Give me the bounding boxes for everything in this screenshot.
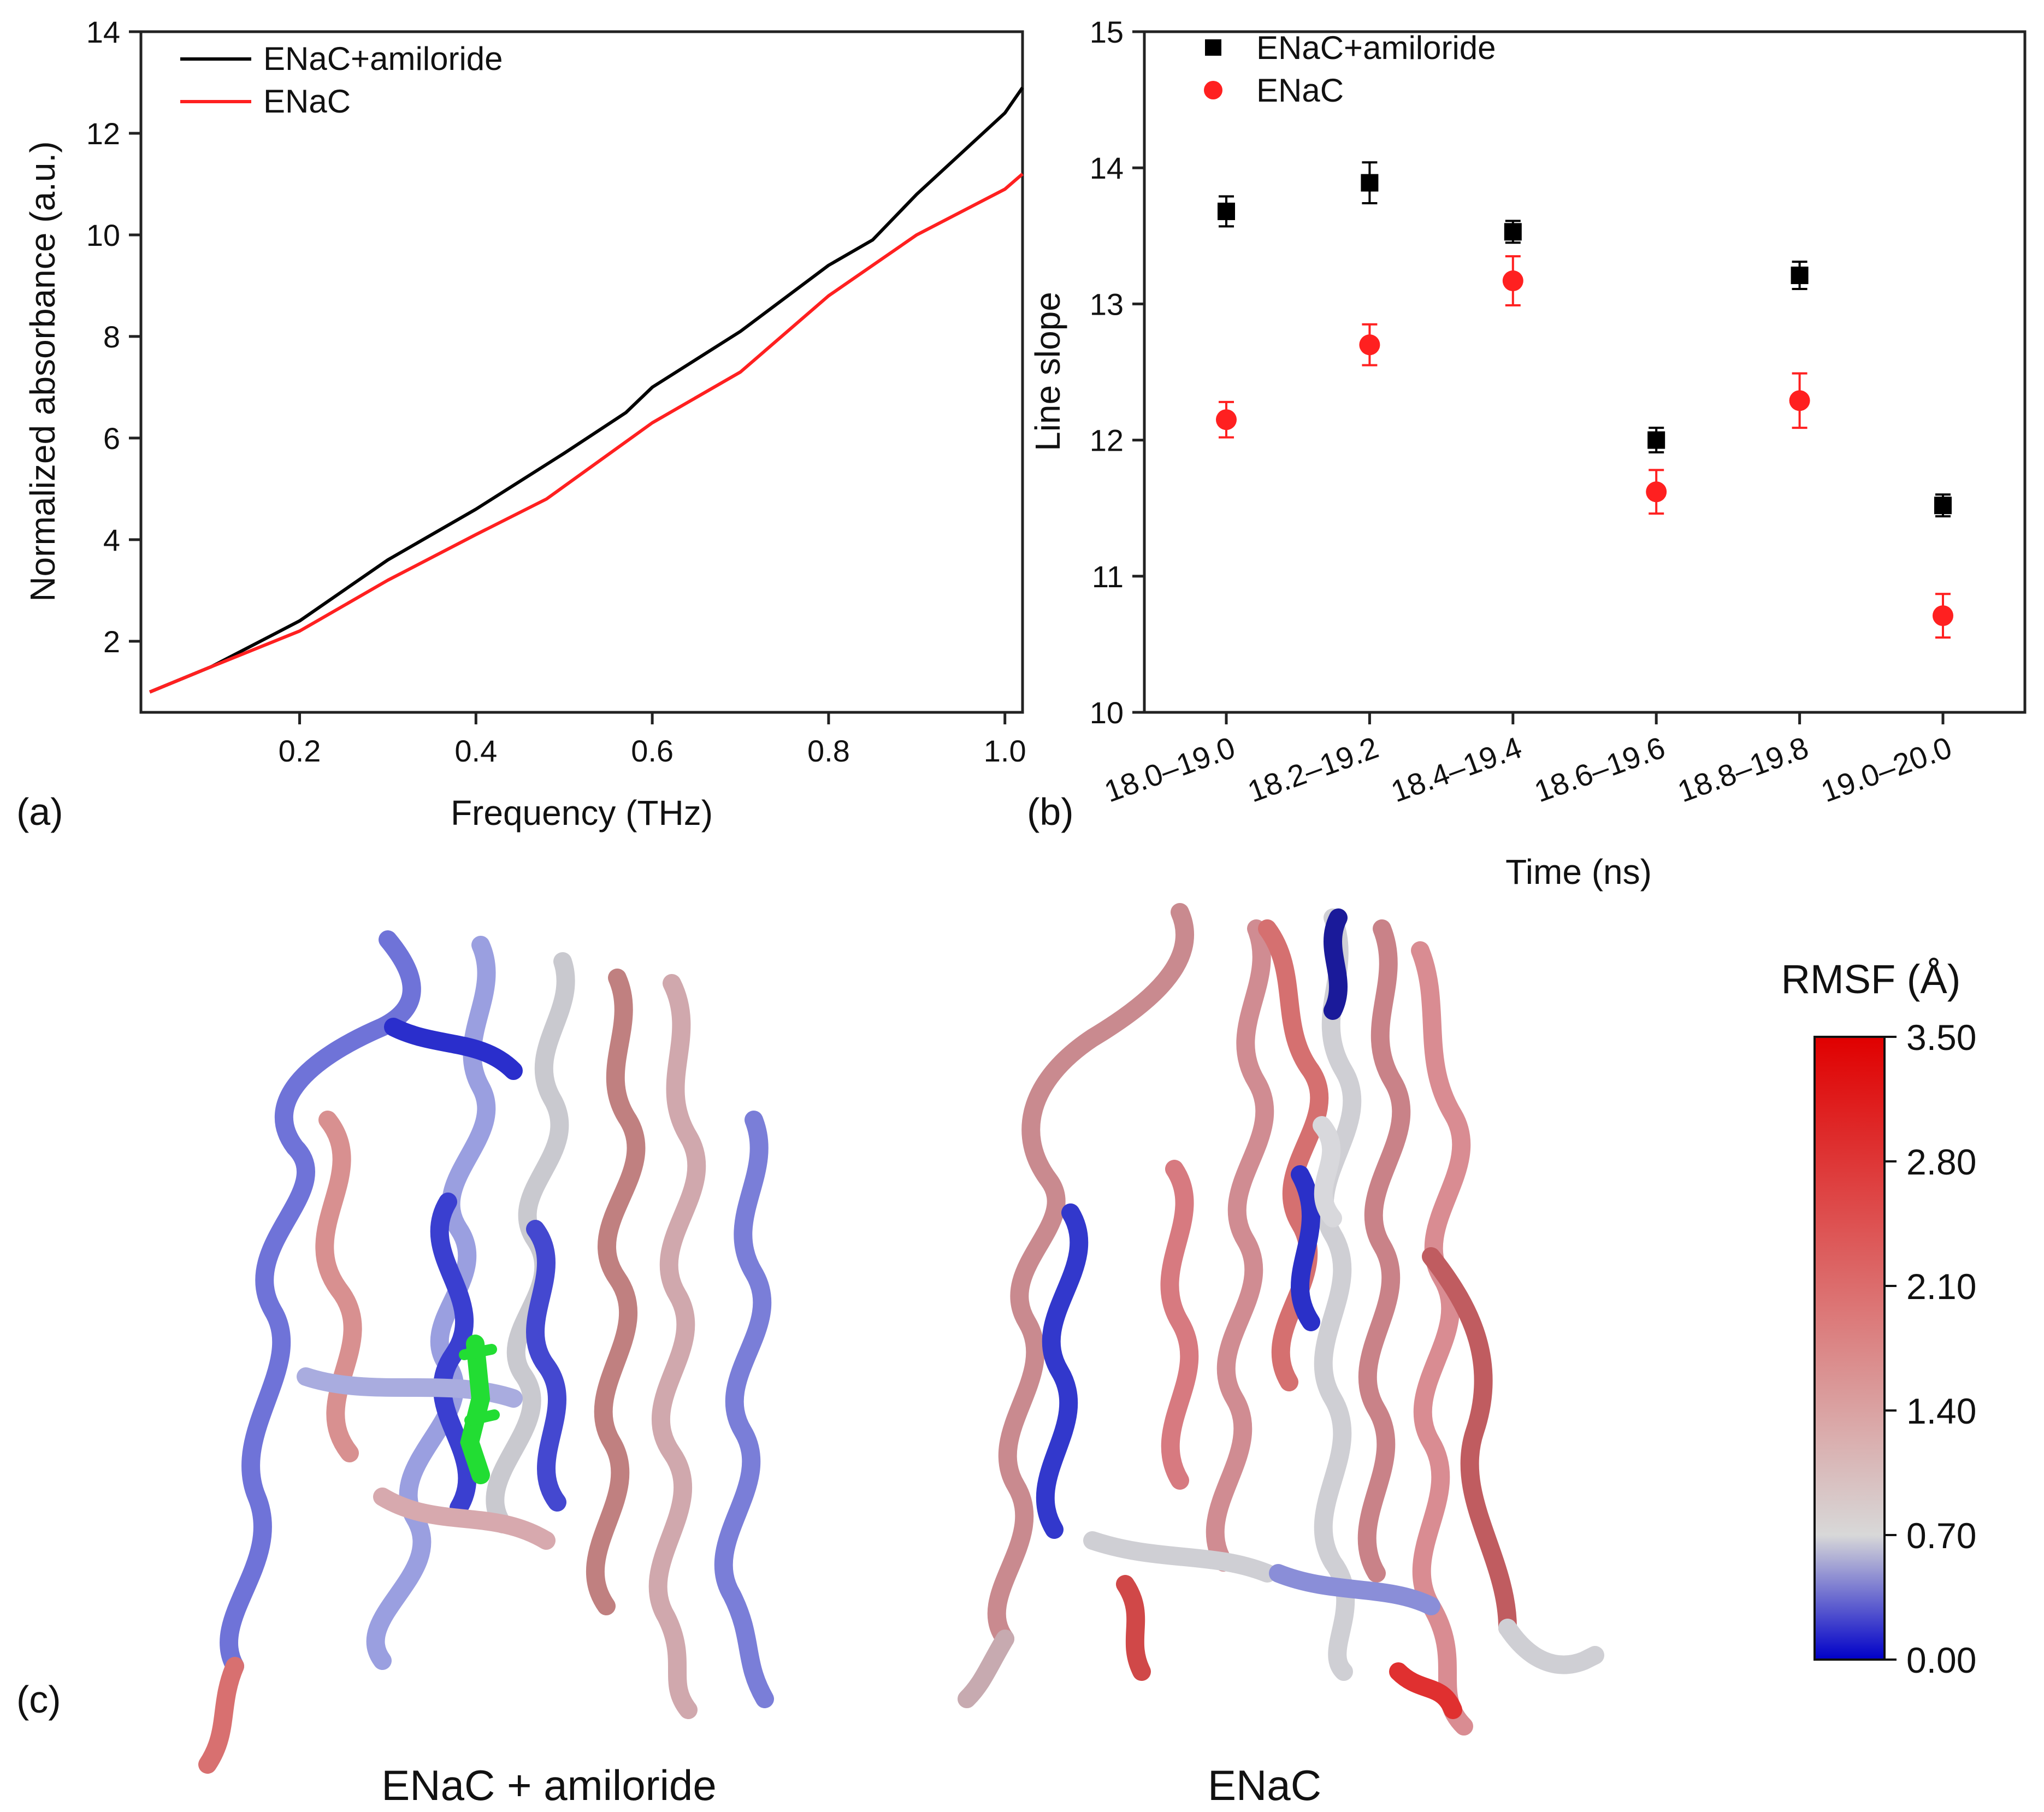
- x-tick-label: 0.6: [631, 734, 674, 768]
- amiloride-ligand: [459, 1335, 500, 1484]
- colorbar-tick-label: 0.00: [1906, 1640, 1976, 1680]
- panel-b-y-ticks: 10 11 12 13 14 15: [1090, 15, 1144, 730]
- panel-a-y-ticks: 2 4 6 8 10 12 14: [86, 15, 141, 659]
- x-tick-label: 18.4–19.4: [1386, 730, 1526, 808]
- panel-a-legend-enac-label: ENaC: [263, 83, 351, 120]
- panel-b-legend-enac-marker: [1204, 81, 1222, 99]
- panel-a-axes-frame: [139, 30, 1024, 714]
- colorbar-title: RMSF (Å): [1781, 957, 1961, 1002]
- data-point-enac-amiloride: [1361, 174, 1379, 192]
- y-tick-label: 14: [86, 15, 120, 49]
- y-tick-label: 6: [103, 421, 120, 456]
- panel-b-series: [1216, 161, 1953, 639]
- data-point-enac-amiloride: [1218, 202, 1235, 220]
- protein-structure-enac: [958, 903, 1604, 1736]
- data-point-enac-amiloride: [1504, 223, 1522, 241]
- y-tick-label: 10: [86, 218, 120, 252]
- right-structure-caption: ENaC: [1208, 1761, 1321, 1809]
- x-tick-label: 18.6–19.6: [1530, 730, 1670, 808]
- data-point-enac: [1359, 334, 1380, 356]
- panel-a-line-chart: 0.2 0.4 0.6 0.8 1.0 2 4 6 8 10 12 14 Frequency (TH…: [16, 15, 1026, 833]
- panel-a-x-ticks: 0.2 0.4 0.6 0.8 1.0: [279, 712, 1026, 768]
- x-tick-label: 18.2–19.2: [1243, 730, 1383, 808]
- y-tick-label: 10: [1090, 695, 1124, 730]
- left-structure-caption: ENaC + amiloride: [381, 1761, 716, 1809]
- x-tick-label: 18.8–19.8: [1673, 730, 1813, 808]
- panel-c-structures: (c) ENaC + amiloride: [16, 903, 1976, 1809]
- data-point-enac: [1646, 481, 1667, 503]
- series-line-enac: [149, 173, 1024, 694]
- panel-a-y-axis-label: Normalized absorbance (a.u.): [23, 141, 62, 601]
- y-tick-label: 11: [1092, 559, 1124, 594]
- x-tick-label: 0.8: [807, 734, 850, 768]
- x-tick-label: 18.0–19.0: [1100, 730, 1239, 808]
- panel-b-label: (b): [1027, 790, 1074, 833]
- panel-b-legend-amiloride-label: ENaC+amiloride: [1256, 29, 1496, 66]
- colorbar-tick-label: 2.80: [1906, 1142, 1976, 1182]
- x-tick-label: 0.2: [279, 734, 321, 768]
- x-tick-label: 19.0–20.0: [1816, 730, 1956, 808]
- data-point-enac: [1789, 390, 1810, 411]
- data-point-enac: [1502, 270, 1523, 292]
- x-tick-label: 1.0: [984, 734, 1026, 768]
- y-tick-label: 14: [1090, 151, 1124, 185]
- data-point-enac: [1933, 605, 1953, 627]
- colorbar-tick-label: 0.70: [1906, 1515, 1976, 1556]
- colorbar-tick-label: 2.10: [1906, 1266, 1976, 1307]
- panel-b-x-ticks: 18.0–19.0 18.2–19.2 18.4–19.4 18.6–19.6 18.8…: [1100, 712, 1956, 808]
- data-point-enac-amiloride: [1647, 431, 1665, 449]
- colorbar-ticks: 0.00 0.70 1.40 2.10 2.80 3.50: [1885, 1017, 1976, 1680]
- x-tick-label: 0.4: [454, 734, 497, 768]
- protein-structure-enac-amiloride: [198, 930, 774, 1774]
- panel-b-x-axis-label: Time (ns): [1505, 852, 1652, 892]
- panel-b-scatter-chart: 18.0–19.0 18.2–19.2 18.4–19.4 18.6–19.6 18.8…: [1027, 15, 2027, 892]
- y-tick-label: 12: [1090, 423, 1124, 458]
- panel-a-series: [149, 86, 1024, 694]
- colorbar-tick-label: 3.50: [1906, 1017, 1976, 1058]
- y-tick-label: 4: [103, 523, 120, 557]
- data-point-enac-amiloride: [1791, 267, 1809, 285]
- panel-c-label: (c): [16, 1678, 61, 1721]
- panel-a-label: (a): [16, 790, 63, 833]
- panel-b-legend-enac-label: ENaC: [1256, 72, 1344, 109]
- y-tick-label: 12: [86, 116, 120, 151]
- panel-a-x-axis-label: Frequency (THz): [451, 793, 713, 833]
- panel-a-legend-amiloride-label: ENaC+amiloride: [263, 40, 503, 77]
- colorbar-gradient: [1813, 1036, 1886, 1661]
- panel-b-axes-frame: [1143, 30, 2027, 714]
- y-tick-label: 15: [1090, 15, 1124, 49]
- colorbar-tick-label: 1.40: [1906, 1391, 1976, 1431]
- series-line-enac-amiloride: [149, 86, 1024, 694]
- panel-b-legend-amiloride-marker: [1205, 39, 1221, 56]
- data-point-enac: [1216, 409, 1237, 430]
- y-tick-label: 2: [103, 624, 120, 659]
- panel-b-y-axis-label: Line slope: [1028, 292, 1067, 451]
- y-tick-label: 8: [103, 320, 120, 354]
- y-tick-label: 13: [1090, 287, 1124, 321]
- data-point-enac-amiloride: [1934, 497, 1952, 515]
